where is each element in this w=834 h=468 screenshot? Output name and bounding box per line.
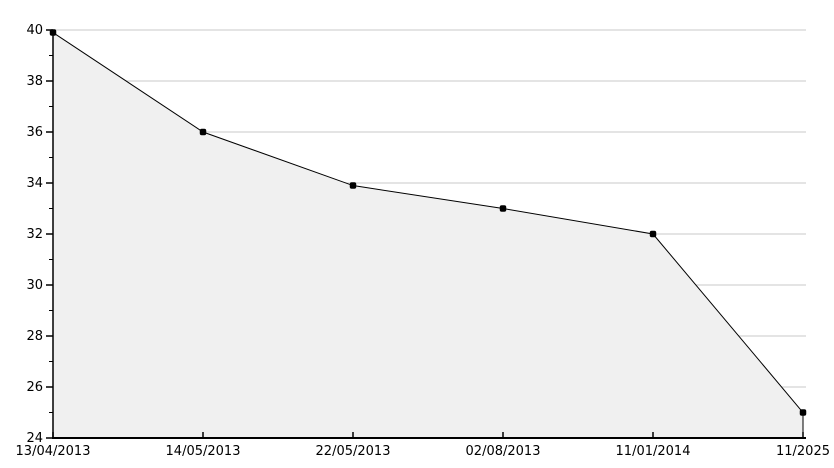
y-tick-label: 24 [26, 431, 43, 446]
x-tick-label: 13/04/2013 [16, 444, 91, 459]
x-tick-label: 11/2025 [776, 444, 830, 459]
data-point-marker [499, 205, 507, 212]
data-point-marker [199, 128, 207, 136]
y-tick-label: 34 [26, 176, 43, 191]
area-series [52, 31, 804, 439]
y-tick-label: 26 [26, 380, 43, 395]
data-point-marker [49, 29, 57, 36]
y-tick-label: 32 [26, 227, 43, 242]
y-tick-label: 38 [26, 74, 43, 89]
x-tick-label: 02/08/2013 [466, 444, 541, 459]
y-tick-label: 40 [26, 23, 43, 38]
x-tick-label: 11/01/2014 [616, 444, 691, 459]
data-point-marker [349, 182, 357, 189]
y-tick-label: 30 [26, 278, 43, 293]
x-tick-label: 22/05/2013 [316, 444, 391, 459]
data-point-marker [799, 409, 807, 416]
data-point-marker [649, 230, 657, 238]
y-tick-label: 28 [26, 329, 43, 344]
y-tick-label: 36 [26, 125, 43, 140]
x-tick-label: 14/05/2013 [166, 444, 241, 459]
